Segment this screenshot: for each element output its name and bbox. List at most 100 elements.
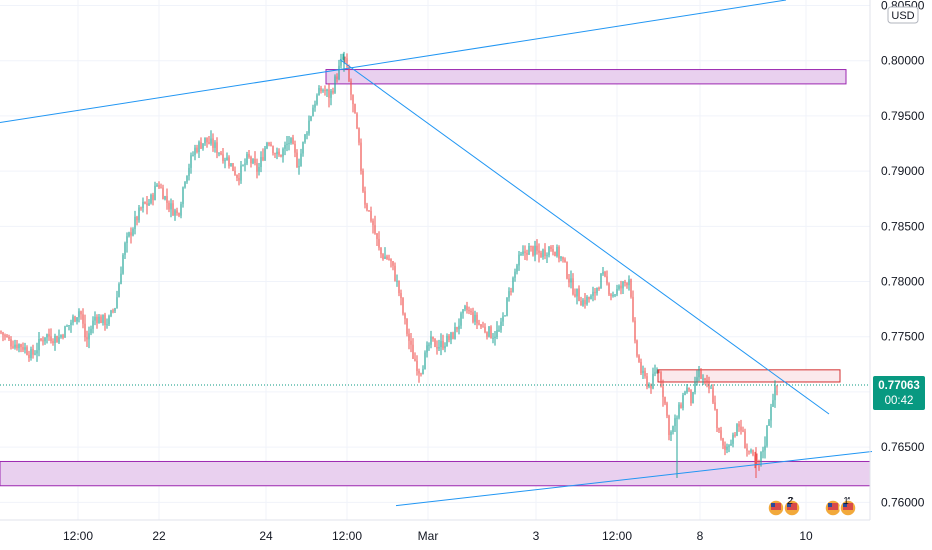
candle-body (388, 258, 390, 260)
candle-body (486, 332, 488, 337)
candle-body (58, 337, 60, 343)
candle-body (194, 147, 196, 155)
candle-body (550, 246, 552, 250)
candle-body (352, 94, 354, 105)
candle-body (510, 291, 512, 293)
candle-body (456, 326, 458, 330)
candle-body (598, 287, 600, 289)
flag-stripes (828, 503, 838, 510)
candle-body (678, 404, 680, 418)
candle-body (608, 283, 610, 295)
candle-body (44, 337, 46, 342)
time-tick-label: 12:00 (63, 529, 93, 543)
time-axis[interactable]: 12:00 22 24 12:00 Mar 3 12:00 8 10 (0, 519, 870, 543)
candle-body (284, 144, 286, 149)
candle-body (422, 369, 424, 375)
candle-body (214, 142, 216, 148)
candle-body (638, 355, 640, 362)
price-axis[interactable]: 0.805000.800000.795000.790000.785000.780… (869, 0, 925, 520)
candle-body (118, 284, 120, 298)
flag-canton (828, 503, 832, 507)
candle-body (80, 311, 82, 315)
candle-body (140, 207, 142, 209)
candle-body (750, 450, 752, 452)
candle-body (724, 445, 726, 450)
candle-body (720, 430, 722, 439)
candle-body (66, 325, 68, 327)
price-tick-label: 0.80000 (881, 54, 925, 68)
candle-body (268, 143, 270, 145)
candle-body (620, 285, 622, 289)
candle-body (212, 138, 214, 148)
candle-body (376, 233, 378, 239)
candle-body (90, 328, 92, 334)
current-price-value: 0.77063 (878, 380, 920, 392)
candle-body (272, 145, 274, 154)
candle-body (160, 187, 162, 189)
candle-body (484, 326, 486, 333)
candle-body (146, 203, 148, 206)
candle-body (6, 335, 8, 338)
candle-body (56, 335, 58, 343)
candle-body (572, 278, 574, 295)
candle-body (280, 154, 282, 157)
candle-body (560, 256, 562, 259)
candle-body (668, 415, 670, 436)
candle-body (468, 310, 470, 312)
time-tick-label: Mar (418, 529, 439, 543)
flag-stripes (843, 503, 853, 510)
candle-body (116, 297, 118, 309)
candle-body (714, 402, 716, 410)
candle-body (154, 185, 156, 201)
flag-stripes (787, 503, 797, 510)
candle-body (528, 245, 530, 255)
candle-body (428, 344, 430, 346)
candle-body (628, 279, 630, 286)
candle-body (386, 256, 388, 259)
candle-body (368, 210, 370, 212)
candle-body (198, 142, 200, 153)
candle-body (48, 334, 50, 337)
candle-body (142, 201, 144, 208)
candle-body (130, 232, 132, 236)
candle-body (42, 340, 44, 342)
candle-body (504, 315, 506, 317)
candle-body (746, 448, 748, 451)
candle-body (54, 335, 56, 344)
candle-body (320, 87, 322, 92)
candle-body (156, 185, 158, 187)
candle-body (304, 134, 306, 143)
candle-body (748, 450, 750, 452)
candle-body (184, 181, 186, 188)
candle-body (94, 316, 96, 321)
candle-body (380, 247, 382, 255)
candle-body (742, 430, 744, 432)
candle-body (72, 316, 74, 323)
candle-body (662, 386, 664, 398)
candle-body (410, 340, 412, 345)
candle-body (752, 450, 754, 455)
candle-body (722, 438, 724, 446)
demand-zone (0, 460, 871, 487)
time-tick-label: 22 (152, 529, 166, 543)
candle-body (518, 254, 520, 266)
candle-body (426, 345, 428, 353)
candle-body (286, 143, 288, 145)
candle-body (568, 278, 570, 283)
current-price-tag[interactable]: 0.77063 00:42 (873, 375, 925, 410)
currency-badge[interactable]: USD (887, 6, 919, 24)
candle-body (610, 294, 612, 296)
flag-canton (787, 503, 791, 507)
candle-body (374, 225, 376, 234)
price-tick-label: 0.76500 (881, 440, 925, 454)
candle-body (602, 271, 604, 274)
candle-body (0, 331, 2, 333)
candle-body (98, 316, 100, 324)
candle-body (592, 291, 594, 296)
candle-body (102, 314, 104, 324)
candle-body (334, 76, 336, 93)
candle-body (126, 236, 128, 244)
candle-body (348, 66, 350, 82)
